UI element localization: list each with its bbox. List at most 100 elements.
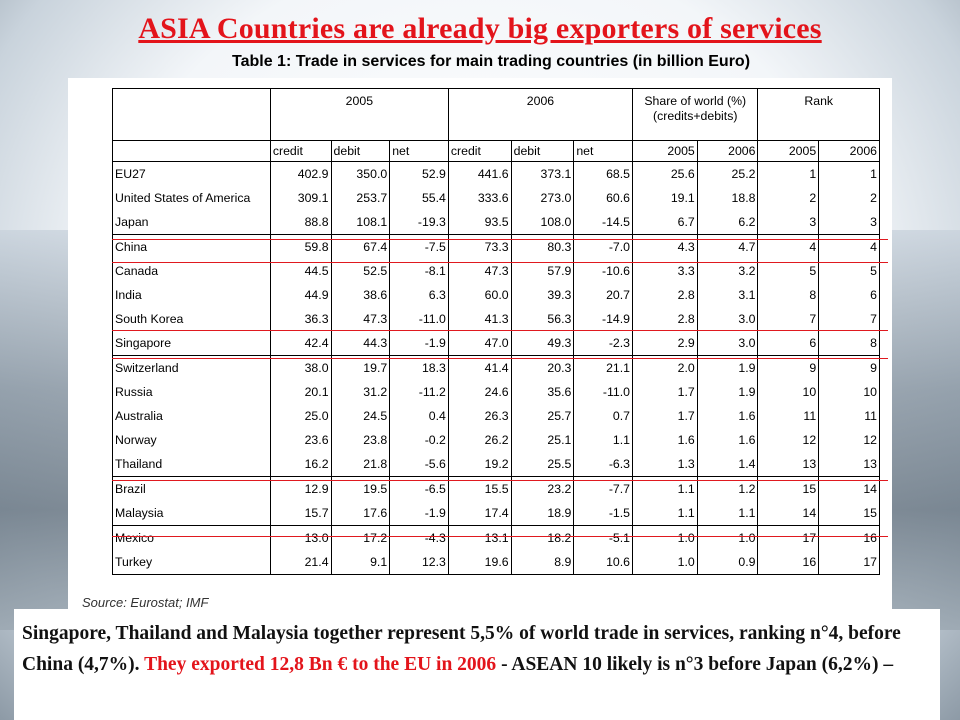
highlight-line [112,330,888,331]
value-cell: 21.4 [269,550,332,575]
country-cell: Russia [112,380,271,404]
note-text-box: Singapore, Thailand and Malaysia togethe… [14,609,940,720]
sub-header-cell: 2005 [632,140,698,162]
value-cell: 52.5 [330,259,391,283]
value-cell: 4.3 [632,234,698,259]
value-cell: 10 [818,380,880,404]
value-cell: 1.0 [632,550,698,575]
value-cell: 35.6 [510,380,575,404]
table-sub-header-row: credit debit net credit debit net 2005 2006 2005… [112,140,880,162]
value-cell: 12.3 [389,550,449,575]
value-cell: 2.0 [632,355,698,380]
value-cell: 88.8 [269,210,332,235]
value-cell: 1.1 [696,501,759,526]
value-cell: 23.6 [269,428,332,452]
value-cell: 7 [757,307,820,331]
value-cell: 17 [757,525,820,550]
value-cell: 44.9 [269,283,332,307]
value-cell: 1.1 [632,501,698,526]
table-row: Canada 44.5 52.5 -8.1 47.3 57.9 -10.6 3.3 3.2 5 5 [112,259,880,283]
value-cell: 13 [818,452,880,477]
value-cell: 16.2 [269,452,332,477]
header-group-2005: 2005 [269,88,449,141]
value-cell: 44.3 [330,331,391,356]
country-cell: EU27 [112,161,271,186]
sub-header-cell: 2006 [818,140,880,162]
value-cell: 68.5 [573,161,634,186]
sub-header-cell: debit [510,140,575,162]
value-cell: 1.7 [632,404,698,428]
value-cell: 10.6 [573,550,634,575]
value-cell: 7 [818,307,880,331]
header-share-line1: Share of world (%) [644,94,747,108]
slide-title: ASIA Countries are already big exporters… [138,12,822,45]
value-cell: 309.1 [269,186,332,210]
value-cell: -7.5 [389,234,449,259]
value-cell: 8 [757,283,820,307]
value-cell: 1.9 [696,355,759,380]
value-cell: 1.6 [696,428,759,452]
value-cell: 24.6 [447,380,512,404]
value-cell: 16 [757,550,820,575]
table-row: Mexico 13.0 17.2 -4.3 13.1 18.2 -5.1 1.0 1.0 17 16 [112,525,880,550]
value-cell: -14.5 [573,210,634,235]
value-cell: 13 [757,452,820,477]
value-cell: 1.6 [696,404,759,428]
value-cell: 108.1 [330,210,391,235]
sub-header-cell: net [389,140,449,162]
value-cell: 4 [757,234,820,259]
table-row: Japan 88.8 108.1 -19.3 93.5 108.0 -14.5 6.7 6.2 3… [112,210,880,235]
value-cell: 25.0 [269,404,332,428]
value-cell: 19.7 [330,355,391,380]
country-cell: Malaysia [112,501,271,526]
value-cell: -8.1 [389,259,449,283]
value-cell: 60.6 [573,186,634,210]
country-cell: China [112,234,271,259]
value-cell: 25.5 [510,452,575,477]
sub-header-cell: debit [330,140,391,162]
value-cell: 350.0 [330,161,391,186]
value-cell: 5 [818,259,880,283]
country-cell: Australia [112,404,271,428]
value-cell: 25.2 [696,161,759,186]
highlight-line [112,480,888,481]
value-cell: 0.4 [389,404,449,428]
country-cell: Switzerland [112,355,271,380]
table-row: United States of America 309.1 253.7 55.4 33… [112,186,880,210]
value-cell: 10 [757,380,820,404]
value-cell: 3.0 [696,307,759,331]
value-cell: 20.3 [510,355,575,380]
value-cell: 19.2 [447,452,512,477]
value-cell: 0.7 [573,404,634,428]
header-share-line2: (credits+debits) [653,109,738,123]
value-cell: 15 [818,501,880,526]
value-cell: 67.4 [330,234,391,259]
value-cell: 42.4 [269,331,332,356]
value-cell: -4.3 [389,525,449,550]
country-cell: Canada [112,259,271,283]
table-source: Source: Eurostat; IMF [82,595,209,610]
highlight-line [112,239,888,240]
value-cell: 2 [757,186,820,210]
value-cell: 3.2 [696,259,759,283]
value-cell: 47.0 [447,331,512,356]
note-part-3: - ASEAN 10 likely is n°3 before Japan (6… [496,654,894,675]
value-cell: -6.3 [573,452,634,477]
value-cell: 4.7 [696,234,759,259]
value-cell: 59.8 [269,234,332,259]
table-row: India 44.9 38.6 6.3 60.0 39.3 20.7 2.8 3.1 8 6 [112,283,880,307]
value-cell: 441.6 [447,161,512,186]
value-cell: 52.9 [389,161,449,186]
note-part-1: Singapore, Thailand and Malaysia togethe… [22,623,901,675]
value-cell: 55.4 [389,186,449,210]
value-cell: 21.8 [330,452,391,477]
value-cell: 13.0 [269,525,332,550]
value-cell: 1.9 [696,380,759,404]
value-cell: 12 [818,428,880,452]
header-group-share: Share of world (%) (credits+debits) [632,88,759,141]
country-cell: Thailand [112,452,271,477]
value-cell: 6.2 [696,210,759,235]
value-cell: 6 [818,283,880,307]
value-cell: 2.8 [632,283,698,307]
sub-header-cell: 2006 [696,140,759,162]
